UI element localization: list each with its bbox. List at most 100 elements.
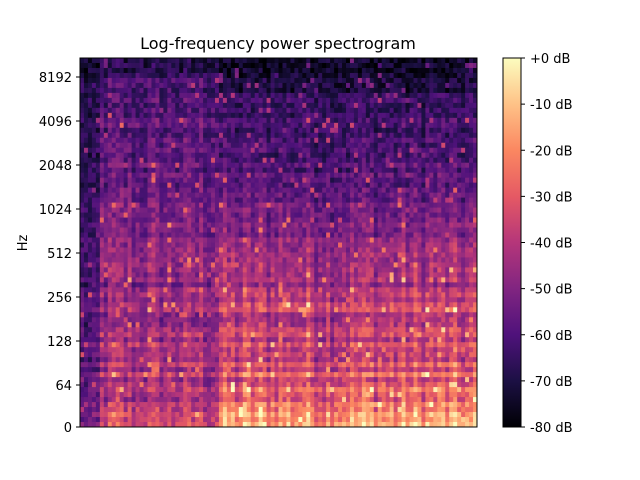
heatmap-cell [349, 207, 355, 214]
heatmap-cell [131, 112, 137, 119]
heatmap-cell [250, 67, 256, 74]
heatmap-cell [254, 187, 260, 194]
heatmap-cell [207, 197, 212, 204]
heatmap-cell [465, 237, 470, 244]
heatmap-cell [465, 207, 470, 214]
heatmap-cell [349, 127, 355, 134]
heatmap-cell [203, 262, 208, 269]
heatmap-cell [191, 72, 196, 79]
heatmap-cell [294, 182, 299, 189]
heatmap-cell [171, 222, 176, 229]
heatmap-cell [306, 82, 311, 89]
heatmap-cell [246, 267, 252, 274]
heatmap-cell [274, 187, 280, 194]
heatmap-cell [417, 217, 423, 224]
heatmap-cell [191, 97, 196, 104]
heatmap-cell [342, 232, 347, 239]
heatmap-cell [353, 242, 359, 249]
heatmap-cell [143, 197, 149, 204]
heatmap-cell [91, 132, 97, 139]
heatmap-cell [294, 297, 299, 303]
heatmap-cell [155, 262, 160, 269]
heatmap-cell [461, 232, 466, 239]
heatmap-cell [361, 232, 367, 239]
heatmap-cell [290, 127, 295, 134]
heatmap-cell [334, 62, 339, 69]
heatmap-cell [234, 287, 240, 293]
heatmap-cell [377, 277, 383, 283]
heatmap-cell [274, 122, 280, 129]
heatmap-cell [338, 117, 343, 124]
heatmap-cell [143, 232, 149, 239]
heatmap-cell [385, 222, 391, 229]
heatmap-cell [187, 192, 192, 199]
heatmap-cell [294, 192, 299, 199]
heatmap-cell [278, 292, 284, 298]
heatmap-cell [127, 232, 133, 239]
heatmap-cell [473, 222, 477, 229]
heatmap-cell [163, 92, 168, 99]
heatmap-cell [318, 302, 323, 308]
heatmap-cell [345, 272, 351, 279]
heatmap-cell [139, 227, 145, 234]
heatmap-cell [310, 257, 315, 264]
heatmap-cell [353, 217, 359, 224]
heatmap-cell [266, 247, 272, 254]
heatmap-cell [167, 142, 172, 149]
heatmap-cell [107, 62, 113, 69]
heatmap-cell [453, 292, 458, 298]
heatmap-cell [143, 82, 149, 89]
heatmap-cell [441, 272, 446, 279]
heatmap-cell [270, 127, 276, 134]
heatmap-cell [107, 122, 113, 129]
heatmap-cell [286, 217, 292, 224]
heatmap-cell [147, 107, 153, 114]
heatmap-cell [115, 77, 121, 84]
heatmap-cell [262, 77, 268, 84]
heatmap-cell [310, 87, 315, 94]
heatmap-cell [242, 302, 248, 308]
heatmap-cell [469, 287, 474, 293]
heatmap-cell [262, 242, 268, 249]
heatmap-cell [171, 242, 176, 249]
heatmap-cell [222, 162, 228, 169]
heatmap-cell [461, 62, 466, 69]
heatmap-cell [151, 77, 157, 84]
heatmap-cell [369, 212, 375, 219]
heatmap-cell [218, 237, 224, 244]
heatmap-cell [195, 112, 200, 119]
heatmap-cell [270, 192, 276, 199]
heatmap-cell [465, 252, 470, 259]
heatmap-cell [175, 222, 180, 229]
heatmap-cell [461, 252, 466, 259]
heatmap-cell [214, 302, 220, 308]
heatmap-cell [314, 202, 319, 209]
heatmap-cell [139, 182, 145, 189]
heatmap-cell [353, 137, 359, 144]
heatmap-cell [167, 302, 172, 308]
heatmap-cell [155, 237, 160, 244]
heatmap-cell [349, 227, 355, 234]
heatmap-cell [163, 237, 168, 244]
heatmap-cell [326, 172, 331, 179]
heatmap-cell [234, 172, 240, 179]
heatmap-cell [433, 58, 438, 64]
heatmap-cell [226, 142, 232, 149]
heatmap-cell [473, 127, 477, 134]
heatmap-cell [195, 187, 200, 194]
heatmap-cell [195, 182, 200, 189]
heatmap-cell [409, 67, 415, 74]
heatmap-cell [461, 272, 466, 279]
heatmap-cell [353, 122, 359, 129]
heatmap-cell [349, 237, 355, 244]
heatmap-cell [207, 227, 212, 234]
heatmap-cell [99, 92, 105, 99]
heatmap-cell [242, 107, 248, 114]
heatmap-cell [242, 172, 248, 179]
heatmap-cell [393, 77, 399, 84]
heatmap-cell [80, 77, 85, 84]
heatmap-cell [453, 247, 458, 254]
heatmap-cell [155, 107, 160, 114]
heatmap-cell [278, 142, 284, 149]
heatmap-cell [80, 202, 85, 209]
